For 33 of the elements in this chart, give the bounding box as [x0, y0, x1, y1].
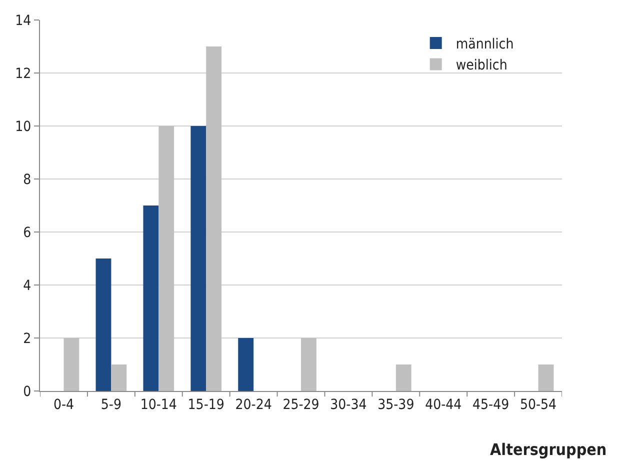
bar: [238, 338, 254, 391]
y-tick-label: 6: [23, 224, 32, 241]
bar: [111, 364, 127, 391]
x-tick-label: 20-24: [235, 396, 272, 413]
bar: [64, 338, 80, 391]
bar: [158, 126, 174, 391]
x-tick-label: 35-39: [378, 396, 414, 413]
bar: [538, 364, 554, 391]
x-tick-label: 30-34: [330, 396, 367, 413]
bar: [190, 126, 206, 391]
bar: [301, 338, 316, 391]
bar: [96, 258, 112, 391]
x-tick-label: 45-49: [472, 396, 510, 413]
x-tick-label: 10-14: [140, 396, 177, 413]
x-tick-label: 40-44: [425, 396, 462, 413]
y-tick-label: 2: [23, 330, 32, 347]
legend-label: weiblich: [456, 58, 508, 74]
x-tick-label: 0-4: [53, 396, 74, 413]
x-tick-label: 50-54: [520, 396, 557, 413]
x-tick-label: 5-9: [100, 396, 122, 413]
x-axis-title: Altersgruppen: [490, 440, 607, 459]
x-tick-label: 15-19: [188, 396, 224, 413]
y-tick-label: 0: [23, 384, 32, 400]
bar: [396, 364, 412, 391]
bar: [143, 206, 159, 391]
y-tick-label: 10: [15, 118, 32, 135]
y-tick-label: 14: [15, 12, 32, 29]
bar: [206, 46, 222, 391]
y-tick-label: 8: [23, 172, 32, 188]
y-tick-label: 4: [23, 278, 32, 294]
x-tick-label: 25-29: [282, 396, 320, 413]
y-tick-label: 12: [15, 66, 32, 82]
legend-label: männlich: [456, 36, 514, 52]
